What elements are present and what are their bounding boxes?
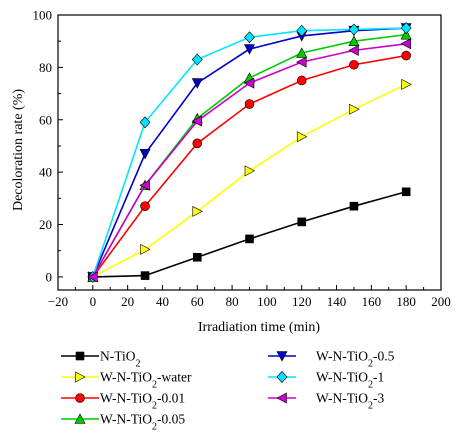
legend-item-5: W-N-TiO2-1 xyxy=(268,370,384,391)
data-point xyxy=(401,50,411,61)
data-point xyxy=(401,187,411,197)
x-tick-label: 80 xyxy=(226,294,239,309)
legend-label: W-N-TiO2-1 xyxy=(316,370,384,391)
legend-item-1: W-N-TiO2-water xyxy=(61,370,192,391)
series-3 xyxy=(87,28,412,282)
data-point xyxy=(245,234,254,244)
legend-item-3: W-N-TiO2-0.05 xyxy=(61,412,185,433)
x-axis-label: Irradiation time (min) xyxy=(198,320,320,335)
data-point xyxy=(400,38,411,50)
x-tick-label: 140 xyxy=(327,294,347,309)
legend-marker xyxy=(75,351,85,361)
series-line xyxy=(92,83,407,278)
legend-marker xyxy=(74,413,86,424)
y-tick-label: 100 xyxy=(33,8,53,23)
data-point xyxy=(139,116,151,129)
data-point xyxy=(348,44,359,56)
data-point xyxy=(349,103,360,115)
y-axis-label: Decoloration rate (%) xyxy=(11,89,26,211)
data-point xyxy=(140,271,150,280)
y-tick-label: 80 xyxy=(39,60,52,75)
series-line xyxy=(92,191,407,278)
y-tick-label: 60 xyxy=(39,112,52,127)
data-point xyxy=(244,165,256,177)
data-point xyxy=(400,28,412,40)
x-tick-label: 180 xyxy=(396,294,416,309)
legend-item-0: N-TiO2 xyxy=(61,349,141,370)
legend-label: W-N-TiO2-3 xyxy=(316,391,385,412)
x-tick-label: 120 xyxy=(292,294,312,309)
data-point xyxy=(296,24,308,37)
data-point xyxy=(244,31,255,44)
x-tick-label: 20 xyxy=(121,294,134,309)
x-tick-label: 60 xyxy=(191,294,204,309)
data-point xyxy=(296,56,307,68)
x-tick-label: −20 xyxy=(48,294,68,309)
data-point xyxy=(243,77,255,89)
legend-item-2: W-N-TiO2-0.01 xyxy=(61,391,185,412)
data-point xyxy=(139,179,150,191)
legend-marker xyxy=(75,393,85,403)
data-point xyxy=(349,201,359,211)
data-point xyxy=(192,252,202,262)
x-tick-label: 0 xyxy=(90,294,97,309)
y-tick-label: 20 xyxy=(39,217,52,232)
legend-marker xyxy=(276,392,287,404)
data-point xyxy=(296,131,308,143)
data-point xyxy=(244,44,255,55)
data-point xyxy=(140,201,150,211)
data-point xyxy=(87,271,98,283)
x-tick-label: 160 xyxy=(362,294,382,309)
data-point xyxy=(191,115,203,127)
series-0 xyxy=(88,187,411,282)
legend-item-4: W-N-TiO2-0.5 xyxy=(268,349,395,370)
legend-label: W-N-TiO2-water xyxy=(100,370,192,391)
legend-marker xyxy=(75,371,86,383)
data-point xyxy=(191,78,203,89)
data-point xyxy=(349,59,359,70)
legend-marker xyxy=(276,371,288,383)
data-point xyxy=(192,138,203,149)
legend: N-TiO2W-N-TiO2-waterW-N-TiO2-0.01W-N-TiO… xyxy=(61,349,395,433)
data-point xyxy=(401,78,412,90)
legend-label: N-TiO2 xyxy=(100,349,141,370)
y-tick-label: 40 xyxy=(39,165,52,180)
legend-label: W-N-TiO2-0.01 xyxy=(100,391,185,412)
series-6 xyxy=(87,38,411,283)
data-point xyxy=(191,53,203,66)
plot-frame xyxy=(57,14,442,291)
legend-label: W-N-TiO2-0.05 xyxy=(100,412,185,433)
series-5 xyxy=(87,22,412,283)
plot-layer: −20 0 20 40 60 80 100 120 140 160 180 200 0 20 40 60 80 1… xyxy=(33,8,451,310)
data-point xyxy=(140,243,151,255)
data-point xyxy=(296,47,308,58)
data-point xyxy=(348,23,360,36)
legend-label: W-N-TiO2-0.5 xyxy=(316,349,395,370)
data-point xyxy=(296,75,307,86)
x-tick-label: 200 xyxy=(431,294,451,309)
data-point xyxy=(192,205,203,217)
x-tick-label: 40 xyxy=(156,294,169,309)
data-point xyxy=(139,149,151,160)
x-tick-label: 100 xyxy=(257,294,277,309)
legend-marker xyxy=(276,351,288,362)
series-1 xyxy=(88,78,412,283)
series-2 xyxy=(88,50,411,282)
data-point xyxy=(348,35,360,46)
data-point xyxy=(400,22,412,35)
data-point xyxy=(297,217,307,227)
legend-item-6: W-N-TiO2-3 xyxy=(268,391,385,412)
data-point xyxy=(244,99,255,109)
y-tick-label: 0 xyxy=(46,269,53,284)
